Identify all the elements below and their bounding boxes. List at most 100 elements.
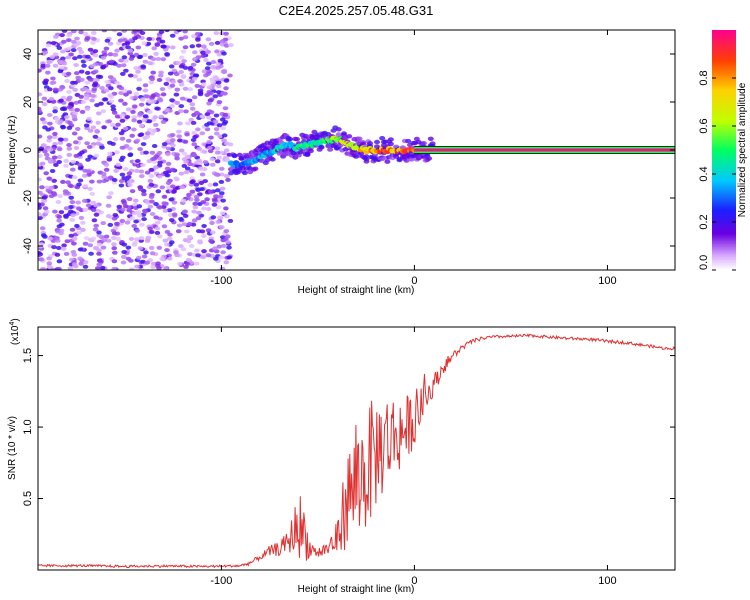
noise-speckle	[183, 264, 189, 269]
noise-speckle	[60, 49, 66, 54]
noise-speckle	[92, 49, 99, 54]
noise-speckle	[223, 31, 229, 36]
noise-speckle	[111, 216, 118, 221]
noise-speckle	[191, 95, 198, 100]
noise-speckle	[156, 78, 163, 82]
noise-speckle	[82, 207, 88, 212]
noise-speckle	[66, 105, 73, 110]
noise-speckle	[47, 147, 54, 152]
noise-speckle	[137, 246, 144, 251]
noise-speckle	[66, 90, 72, 94]
noise-speckle	[127, 152, 134, 157]
noise-speckle	[167, 232, 173, 237]
noise-speckle	[57, 194, 63, 199]
noise-speckle	[219, 172, 225, 177]
noise-speckle	[180, 247, 187, 252]
noise-speckle	[191, 76, 198, 81]
noise-speckle	[110, 107, 117, 112]
noise-speckle	[101, 238, 107, 243]
noise-speckle	[107, 140, 113, 145]
noise-speckle	[186, 192, 192, 197]
noise-speckle	[54, 235, 60, 240]
noise-speckle	[87, 47, 94, 52]
noise-speckle	[71, 39, 77, 44]
noise-speckle	[61, 72, 68, 77]
noise-speckle	[134, 237, 140, 242]
noise-speckle	[128, 38, 134, 43]
noise-speckle	[111, 110, 118, 115]
noise-speckle	[52, 63, 59, 68]
noise-speckle	[106, 195, 112, 200]
snr-axes: -100 0 100 0.5 1.0 1.5	[22, 327, 675, 587]
noise-speckle	[169, 104, 175, 108]
noise-speckle	[75, 200, 81, 205]
noise-speckle	[82, 260, 89, 265]
noise-speckle	[93, 223, 99, 228]
noise-speckle	[176, 223, 183, 228]
noise-speckle	[48, 158, 54, 163]
noise-speckle	[219, 166, 225, 171]
noise-speckle	[60, 125, 66, 130]
noise-speckle	[227, 218, 234, 223]
noise-speckle	[137, 147, 143, 152]
noise-speckle	[135, 159, 141, 163]
noise-speckle	[63, 206, 70, 211]
noise-speckle	[46, 135, 53, 140]
noise-speckle	[159, 256, 165, 261]
noise-speckle	[159, 87, 166, 92]
noise-speckle	[55, 229, 61, 234]
noise-speckle	[107, 52, 114, 57]
spectrogram-ytick-label: 20	[22, 96, 34, 108]
noise-speckle	[135, 210, 142, 215]
noise-speckle	[195, 253, 201, 258]
noise-speckle	[104, 38, 111, 43]
noise-speckle	[215, 80, 222, 85]
noise-speckle	[79, 150, 85, 155]
noise-speckle	[56, 147, 63, 152]
noise-speckle	[63, 163, 69, 168]
noise-speckle	[158, 73, 164, 78]
noise-speckle	[191, 131, 197, 135]
snr-xtick-label: 100	[598, 575, 616, 587]
noise-speckle	[38, 68, 42, 73]
noise-speckle	[207, 145, 213, 150]
noise-speckle	[131, 118, 137, 123]
noise-speckle	[206, 115, 212, 120]
noise-speckle	[134, 228, 141, 233]
noise-speckle	[164, 108, 170, 113]
noise-speckle	[216, 155, 223, 160]
noise-speckle	[121, 55, 128, 60]
noise-speckle	[164, 166, 171, 171]
noise-speckle	[99, 86, 105, 90]
noise-speckle	[182, 139, 189, 144]
noise-speckle	[200, 50, 206, 55]
noise-speckle	[146, 98, 152, 103]
noise-speckle	[125, 175, 132, 180]
noise-speckle	[84, 106, 91, 111]
noise-speckle	[118, 91, 124, 96]
noise-speckle	[183, 170, 190, 175]
noise-speckle	[159, 39, 166, 44]
noise-speckle	[189, 180, 195, 185]
noise-speckle	[74, 36, 80, 41]
noise-speckle	[148, 245, 155, 250]
noise-speckle	[153, 51, 159, 56]
noise-speckle	[112, 137, 119, 141]
noise-speckle	[213, 31, 220, 36]
noise-speckle	[225, 234, 231, 239]
noise-speckle	[39, 185, 45, 190]
noise-speckle	[144, 170, 151, 175]
noise-speckle	[59, 33, 65, 38]
noise-speckle	[98, 101, 104, 106]
spectrogram-xtick-label: 100	[598, 275, 616, 287]
noise-speckle	[178, 148, 185, 153]
noise-speckle	[93, 212, 100, 217]
noise-speckle	[216, 123, 223, 128]
noise-speckle	[104, 80, 111, 85]
noise-speckle	[183, 229, 190, 234]
noise-speckle	[85, 89, 92, 94]
noise-speckle	[179, 96, 186, 101]
noise-speckle	[93, 203, 99, 208]
noise-speckle	[111, 246, 117, 251]
noise-speckle	[195, 127, 201, 132]
